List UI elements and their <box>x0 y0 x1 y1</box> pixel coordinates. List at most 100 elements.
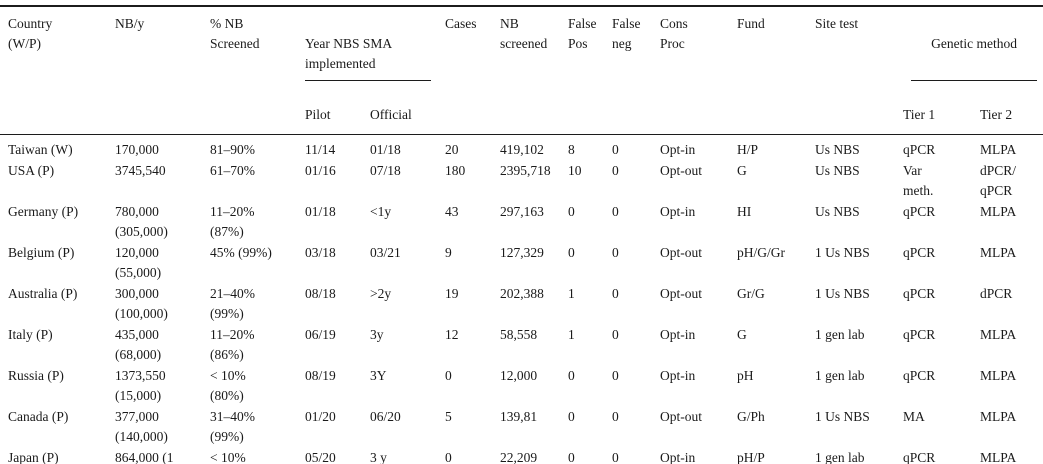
cell-nb-per-year: 780,000 (305,000) <box>115 204 168 239</box>
cell-pct-screened: 11–20% (86%) <box>210 327 255 362</box>
cell-nb-per-year: 120,000 (55,000) <box>115 245 162 280</box>
cell-cases: 5 <box>445 409 452 424</box>
cell-site-test: 1 gen lab <box>815 450 865 464</box>
cell-cases: 19 <box>445 286 459 301</box>
table-row-germany: Germany (P) 780,000 (305,000) 11–20% (87… <box>0 201 1043 242</box>
cell-false-neg: 0 <box>612 204 619 219</box>
col-header-nb-per-year: NB/y <box>115 16 145 31</box>
cell-nb-screened: 419,102 <box>500 142 544 157</box>
cell-false-pos: 0 <box>568 245 575 260</box>
cell-nb-screened: 12,000 <box>500 368 538 383</box>
cell-fund: G <box>737 163 747 178</box>
cell-pilot: 03/18 <box>305 245 336 260</box>
cell-fund: HI <box>737 204 752 219</box>
cell-country: Russia (P) <box>8 368 64 383</box>
col-group-year-label: Year NBS SMA implemented <box>305 34 432 81</box>
cell-pilot: 06/19 <box>305 327 336 342</box>
cell-nb-screened: 297,163 <box>500 204 544 219</box>
nbs-sma-country-table: Country (W/P) NB/y % NB Screened Year NB… <box>0 5 1043 464</box>
col-header-official: Official <box>370 107 412 122</box>
cell-false-neg: 0 <box>612 142 619 157</box>
table-header: Country (W/P) NB/y % NB Screened Year NB… <box>0 6 1043 135</box>
cell-pct-screened: 31–40% (99%) <box>210 409 255 444</box>
table-row-italy: Italy (P) 435,000 (68,000) 11–20% (86%) … <box>0 324 1043 365</box>
cell-cases: 180 <box>445 163 466 178</box>
cell-pilot: 11/14 <box>305 142 336 157</box>
cell-nb-screened: 202,388 <box>500 286 544 301</box>
cell-official: 3Y <box>370 368 387 383</box>
cell-site-test: 1 Us NBS <box>815 245 870 260</box>
cell-false-neg: 0 <box>612 286 619 301</box>
col-header-cons-proc: Cons Proc <box>660 16 688 51</box>
cell-tier2: MLPA <box>980 142 1017 157</box>
cell-nb-screened: 2395,718 <box>500 163 551 178</box>
cell-pct-screened: 61–70% <box>210 163 255 178</box>
cell-nb-per-year: 3745,540 <box>115 163 166 178</box>
cell-country: Australia (P) <box>8 286 78 301</box>
cell-pct-screened: 21–40% (99%) <box>210 286 255 321</box>
cell-cases: 20 <box>445 142 459 157</box>
col-header-site-test: Site test <box>815 16 859 31</box>
cell-tier2: MLPA <box>980 327 1017 342</box>
cell-fund: Gr/G <box>737 286 765 301</box>
cell-cases: 43 <box>445 204 459 219</box>
table-row-canada: Canada (P) 377,000 (140,000) 31–40% (99%… <box>0 406 1043 447</box>
col-group-genetic-label: Genetic method <box>911 34 1038 81</box>
cell-site-test: 1 gen lab <box>815 327 865 342</box>
col-header-false-pos: False Pos <box>568 16 597 51</box>
cell-pilot: 08/19 <box>305 368 336 383</box>
col-group-year-nbs-sma-implemented: Year NBS SMA implemented <box>305 6 445 101</box>
cell-tier1: qPCR <box>903 368 936 383</box>
cell-pct-screened: 11–20% (87%) <box>210 204 255 239</box>
cell-fund: pH/G/Gr <box>737 245 786 260</box>
cell-tier1: qPCR <box>903 204 936 219</box>
cell-country: Belgium (P) <box>8 245 75 260</box>
cell-site-test: 1 Us NBS <box>815 409 870 424</box>
cell-country: Italy (P) <box>8 327 53 342</box>
cell-nb-per-year: 377,000 (140,000) <box>115 409 168 444</box>
cell-tier1: qPCR <box>903 142 936 157</box>
cell-cases: 0 <box>445 450 452 464</box>
cell-false-pos: 0 <box>568 204 575 219</box>
table-row-russia: Russia (P) 1373,550 (15,000) < 10% (80%)… <box>0 365 1043 406</box>
cell-cons-proc: Opt-out <box>660 409 703 424</box>
col-group-genetic-method: Genetic method <box>903 6 1043 101</box>
cell-tier1: MA <box>903 409 925 424</box>
cell-cons-proc: Opt-in <box>660 450 696 464</box>
cell-tier2: MLPA <box>980 409 1017 424</box>
header-row-sub: Pilot Official Tier 1 Tier 2 <box>0 101 1043 135</box>
cell-pct-screened: < 10% (80%) <box>210 368 246 403</box>
cell-official: 01/18 <box>370 142 401 157</box>
col-header-pilot: Pilot <box>305 107 331 122</box>
cell-false-pos: 0 <box>568 409 575 424</box>
cell-official: 3 y <box>370 450 387 464</box>
cell-pct-screened: 45% (99%) <box>210 245 272 260</box>
col-header-false-neg: False neg <box>612 16 641 51</box>
cell-site-test: 1 gen lab <box>815 368 865 383</box>
cell-site-test: Us NBS <box>815 163 860 178</box>
cell-official: 06/20 <box>370 409 401 424</box>
cell-false-pos: 1 <box>568 327 575 342</box>
cell-nb-screened: 22,209 <box>500 450 538 464</box>
cell-cons-proc: Opt-out <box>660 245 703 260</box>
col-header-country: Country (W/P) <box>8 16 53 51</box>
cell-pilot: 01/16 <box>305 163 336 178</box>
cell-fund: pH/P <box>737 450 765 464</box>
cell-tier1: qPCR <box>903 450 936 464</box>
cell-site-test: 1 Us NBS <box>815 286 870 301</box>
cell-cons-proc: Opt-out <box>660 163 703 178</box>
col-header-cases: Cases <box>445 16 477 31</box>
col-header-fund: Fund <box>737 16 765 31</box>
cell-pilot: 08/18 <box>305 286 336 301</box>
cell-tier2: MLPA <box>980 204 1017 219</box>
cell-cases: 12 <box>445 327 459 342</box>
cell-pct-screened: < 10% <box>210 450 246 464</box>
cell-official: 03/21 <box>370 245 401 260</box>
cell-tier2: dPCR/ qPCR <box>980 163 1017 198</box>
cell-tier1: qPCR <box>903 286 936 301</box>
table-row-usa: USA (P) 3745,540 61–70% 01/16 07/18 180 … <box>0 160 1043 201</box>
header-row-main: Country (W/P) NB/y % NB Screened Year NB… <box>0 6 1043 101</box>
cell-country: USA (P) <box>8 163 55 178</box>
cell-official: 3y <box>370 327 384 342</box>
